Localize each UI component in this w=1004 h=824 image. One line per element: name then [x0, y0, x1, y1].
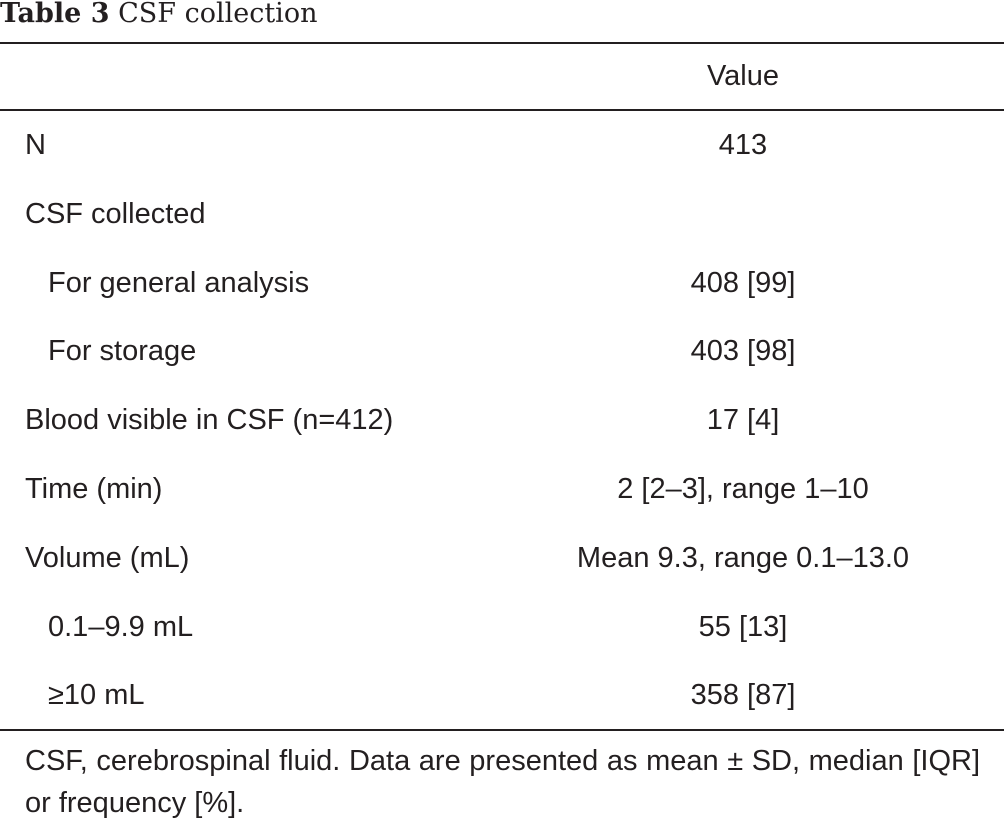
table-caption: CSF collection — [118, 0, 318, 29]
table-row: N 413 — [0, 111, 1004, 180]
table-row: For general analysis 408 [99] — [0, 249, 1004, 318]
row-label: Time (min) — [25, 472, 163, 505]
row-label: CSF collected — [25, 197, 206, 230]
row-label: 0.1–9.9 mL — [48, 610, 194, 643]
row-value: 408 [99] — [690, 266, 796, 299]
row-value: 17 [4] — [706, 404, 780, 437]
row-value: 413 — [718, 129, 768, 161]
table-row: 0.1–9.9 mL 55 [13] — [0, 593, 1004, 662]
table-row: Time (min) 2 [2–3], range 1–10 — [0, 455, 1004, 524]
bottom-rule — [0, 729, 1004, 731]
row-value: Mean 9.3, range 0.1–13.0 — [576, 541, 910, 574]
row-label: Volume (mL) — [25, 541, 190, 574]
row-value: 2 [2–3], range 1–10 — [617, 472, 869, 505]
row-label: For storage — [48, 335, 197, 368]
table-body: N 413 CSF collected For general analysis 408… — [0, 111, 1004, 730]
row-value: 403 [98] — [690, 335, 796, 368]
row-value — [492, 180, 994, 248]
row-value: 358 [87] — [690, 679, 796, 712]
row-label: ≥10 mL — [48, 679, 145, 712]
table-row: ≥10 mL 358 [87] — [0, 661, 1004, 730]
row-label: Blood visible in CSF (n=412) — [25, 404, 394, 437]
top-rule — [0, 42, 1004, 44]
table-title: Table 3 CSF collection — [0, 0, 317, 32]
table-row: For storage 403 [98] — [0, 317, 1004, 386]
table-footnote: CSF, cerebrospinal fluid. Data are prese… — [25, 745, 980, 819]
header-rule — [0, 109, 1004, 111]
table-row: Blood visible in CSF (n=412) 17 [4] — [0, 386, 1004, 455]
table-row: CSF collected — [0, 180, 1004, 249]
row-label: N — [25, 129, 46, 161]
row-value: 55 [13] — [698, 610, 788, 643]
table-row: Volume (mL) Mean 9.3, range 0.1–13.0 — [0, 524, 1004, 593]
value-column-header: Value — [706, 60, 780, 92]
row-label: For general analysis — [48, 266, 310, 299]
table-number: Table 3 — [0, 0, 110, 29]
table-header-row: Value — [0, 44, 1004, 109]
